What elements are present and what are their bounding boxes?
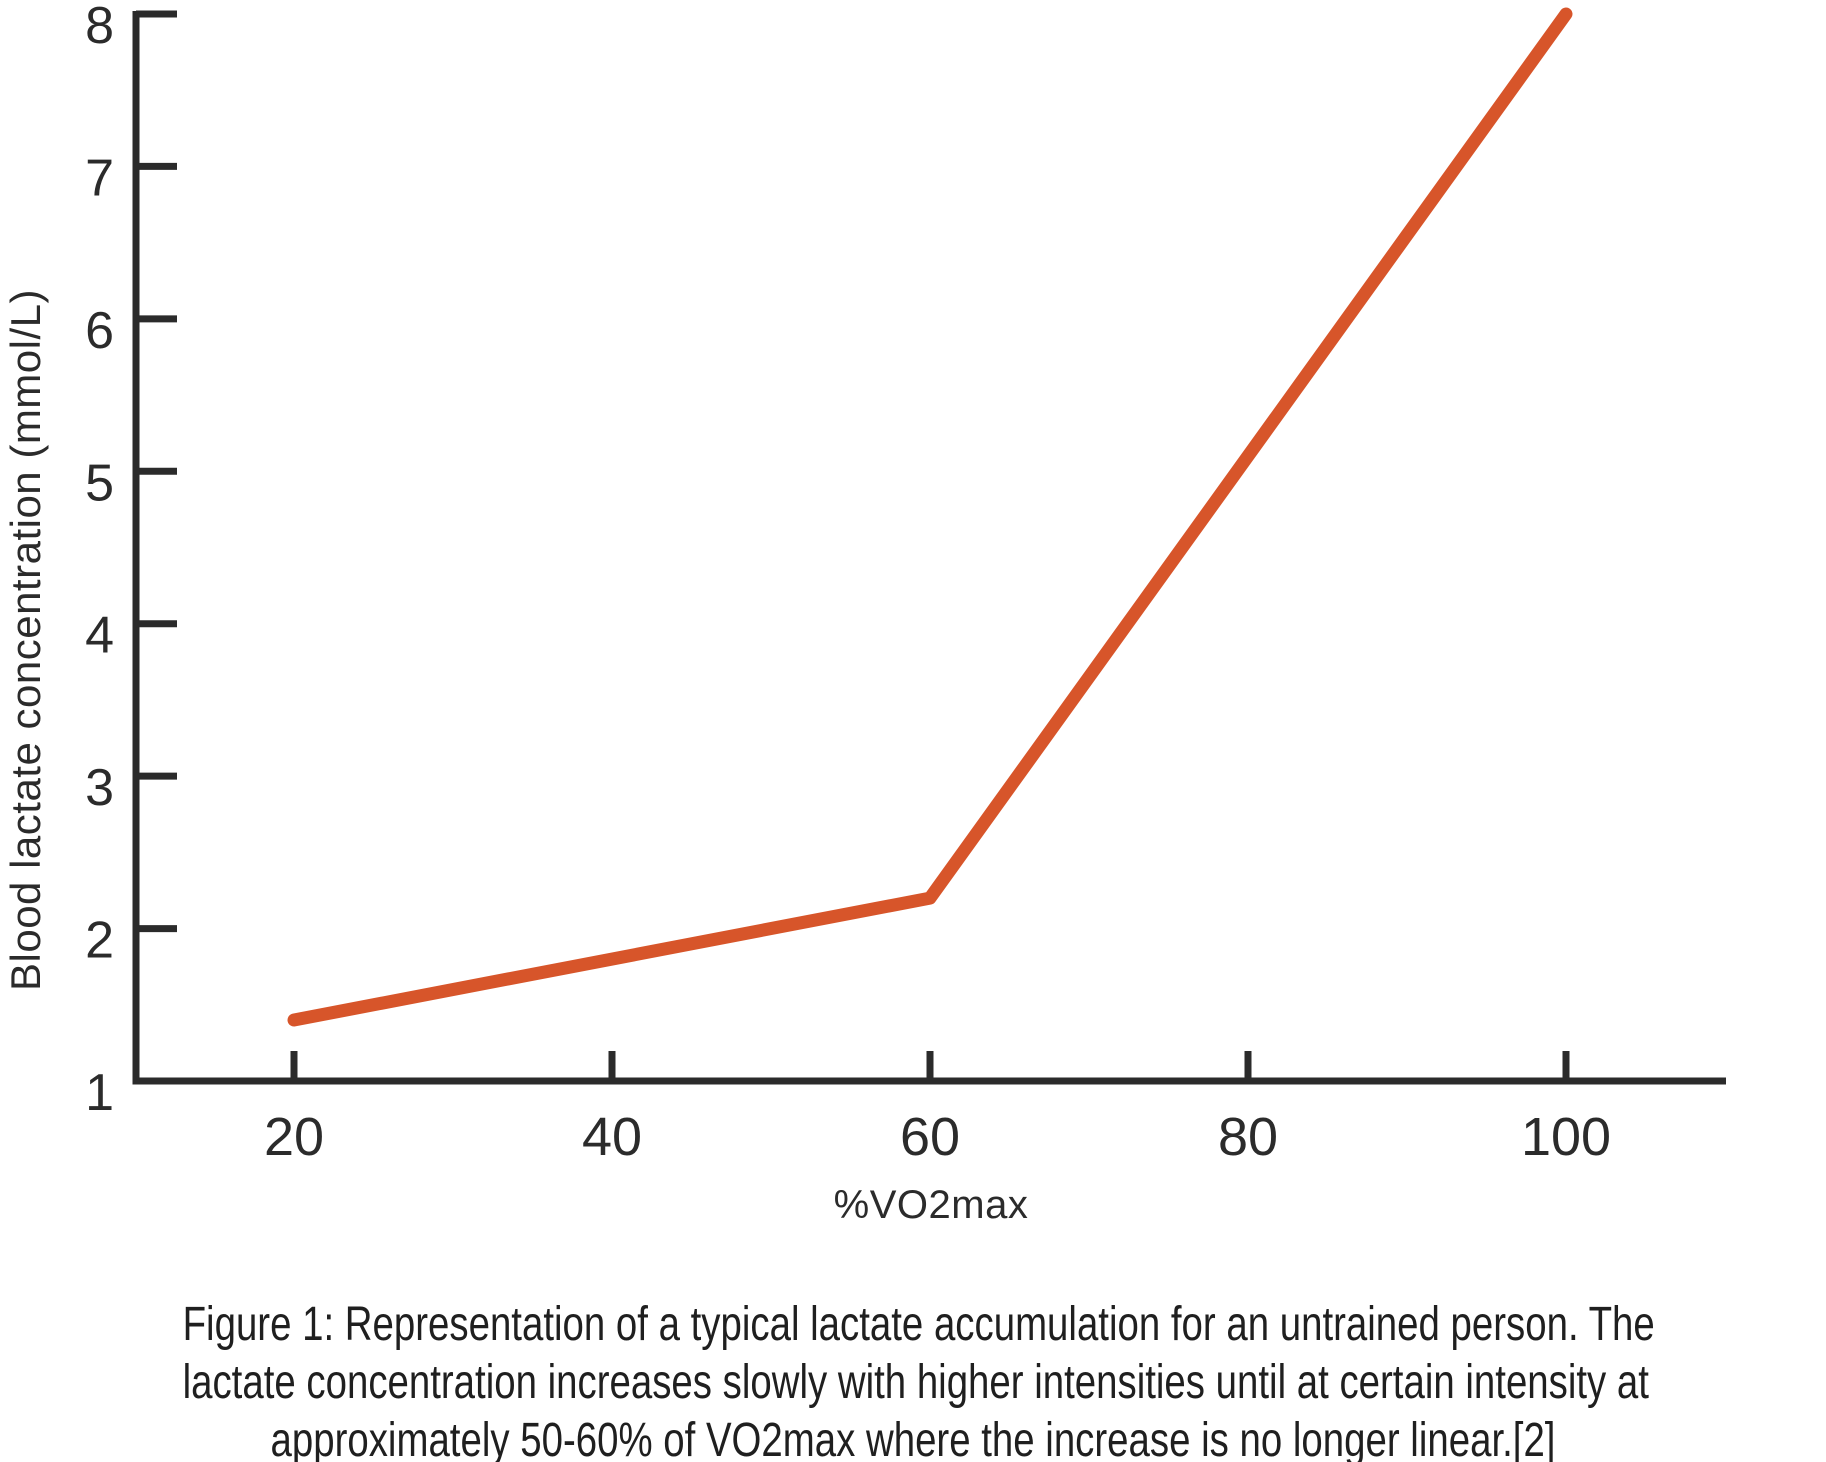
y-tick-label: 1 xyxy=(85,1064,114,1122)
y-tick-label: 6 xyxy=(85,302,114,360)
y-tick-label: 3 xyxy=(85,759,114,817)
caption-line-2: lactate concentration increases slowly w… xyxy=(182,1356,1649,1409)
y-tick-label: 8 xyxy=(85,0,114,55)
x-tick-label: 100 xyxy=(1521,1107,1611,1167)
caption-line-3: approximately 50-60% of VO2max where the… xyxy=(270,1414,1556,1462)
x-tick-label: 80 xyxy=(1218,1107,1278,1167)
x-axis-title: %VO2max xyxy=(833,1183,1029,1227)
series-blood-lactate-untrained xyxy=(287,7,1573,1027)
figure-caption: Figure 1: Representation of a typical la… xyxy=(0,1296,1826,1462)
y-tick-label: 2 xyxy=(85,912,114,970)
lactate-line-chart: 1 2 3 4 5 6 7 8 20 40 60 80 100 xyxy=(85,0,1726,1167)
x-tick-label: 20 xyxy=(264,1107,324,1167)
y-tick-label: 7 xyxy=(85,149,114,207)
x-tick-label: 40 xyxy=(582,1107,642,1167)
y-tick-label: 5 xyxy=(85,454,114,512)
caption-line-1: Figure 1: Representation of a typical la… xyxy=(182,1298,1655,1351)
y-tick-label: 4 xyxy=(85,607,114,665)
x-tick-label: 60 xyxy=(900,1107,960,1167)
y-axis-title: Blood lactate concentration (mmol/L) xyxy=(2,289,49,991)
